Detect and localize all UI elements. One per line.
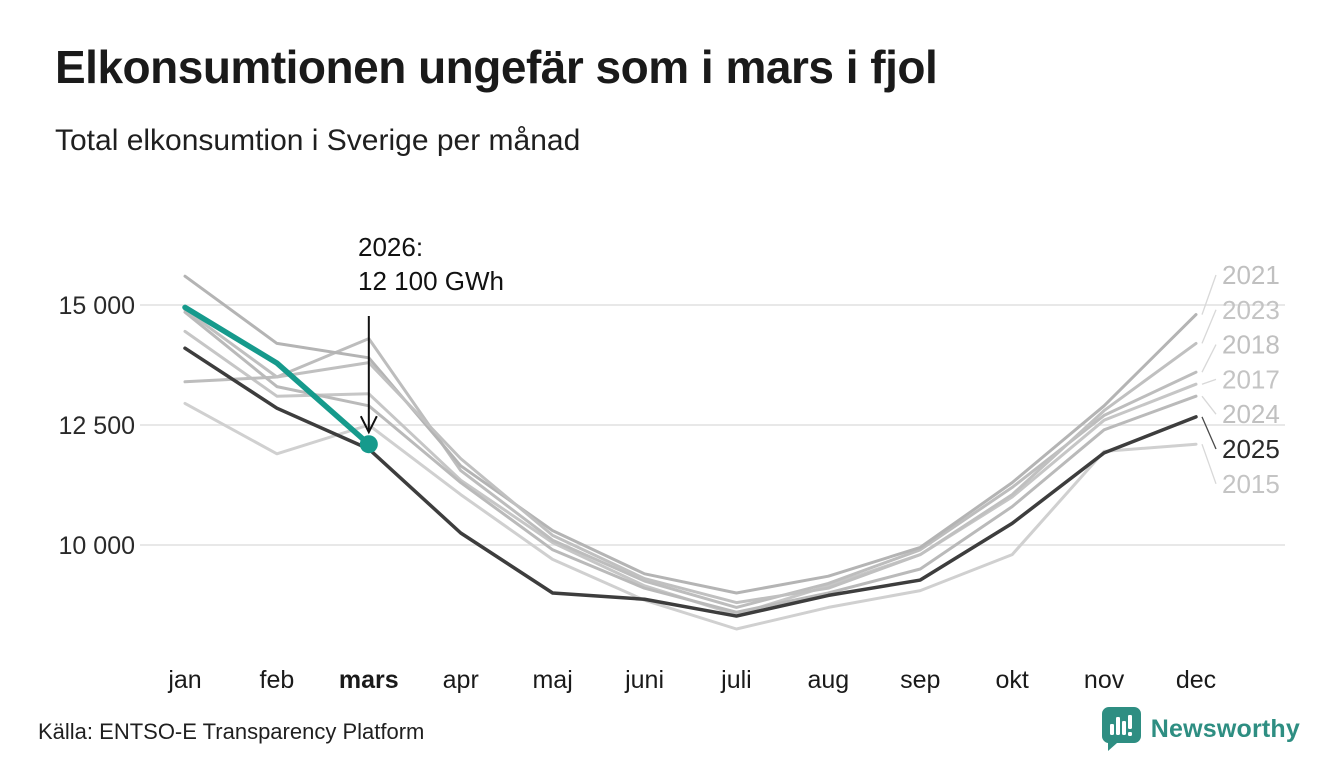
leader-line-2025 [1201,416,1217,450]
end-label-2018: 2018 [1222,330,1280,360]
leader-line-2024 [1201,395,1217,415]
x-tick-label-okt: okt [996,666,1029,694]
x-tick-label-mars: mars [339,666,399,694]
x-tick-label-dec: dec [1176,666,1216,694]
end-label-2021: 2021 [1222,260,1280,290]
end-label-leader-lines [1201,274,1217,485]
x-tick-label-sep: sep [900,666,940,694]
series-2026 [182,304,378,454]
arrow-head [359,415,378,435]
newsworthy-speech-bubble-chart-icon [1101,707,1141,751]
y-tick-label: 10 000 [59,532,135,560]
page-title: Elkonsumtionen ungefär som i mars i fjol [55,41,938,93]
x-tick-label-aug: aug [808,666,850,694]
series-end-labels: 2021 2023 2018 2017 2024 2025 2015 [1222,260,1280,499]
end-label-2025: 2025 [1222,434,1280,464]
y-tick-label: 12 500 [59,412,135,440]
end-label-2015: 2015 [1222,469,1280,499]
logo-text: Newsworthy [1150,714,1300,743]
highlight-endpoint-dot [359,435,378,454]
newsworthy-logo[interactable]: Newsworthy [1101,706,1300,752]
x-tick-label-juli: juli [720,666,752,694]
chart-subtitle: Total elkonsumtion i Sverige per månad [55,124,581,157]
leader-line-2023 [1201,309,1217,344]
leader-line-2018 [1201,344,1217,373]
x-tick-label-juni: juni [624,666,664,694]
series-lines [182,274,1198,631]
annotation-2026: 2026: 12 100 GWh [358,230,504,298]
leader-line-2021 [1201,274,1217,315]
series-2021 [183,274,1198,595]
series-2017 [183,329,1198,617]
leader-line-2017 [1201,378,1217,385]
series-2023 [183,308,1198,605]
y-tick-label: 15 000 [59,292,135,320]
logo-bar-chart-glyph [1109,715,1132,736]
x-tick-label-apr: apr [443,666,479,694]
annotation-arrow [359,316,378,435]
x-axis-month-labels: jan feb mars apr maj juni juli aug sep okt nov dec [167,666,1216,694]
annotation-value: 12 100 GWh [358,266,504,296]
series-2025 [183,346,1198,618]
y-axis-tick-labels: 15 000 12 500 10 000 [59,292,135,560]
x-tick-label-maj: maj [532,666,572,694]
annotation-year: 2026: [358,232,424,262]
end-label-2023: 2023 [1222,295,1280,325]
end-label-2024: 2024 [1222,399,1280,429]
series-2018 [183,337,1198,609]
series-2024 [183,310,1198,614]
x-tick-label-nov: nov [1084,666,1125,694]
end-label-2017: 2017 [1222,364,1280,394]
x-tick-label-jan: jan [167,666,201,694]
source-credit: Källa: ENTSO-E Transparency Platform [38,719,425,744]
leader-line-2015 [1201,443,1217,485]
x-tick-label-feb: feb [260,666,295,694]
